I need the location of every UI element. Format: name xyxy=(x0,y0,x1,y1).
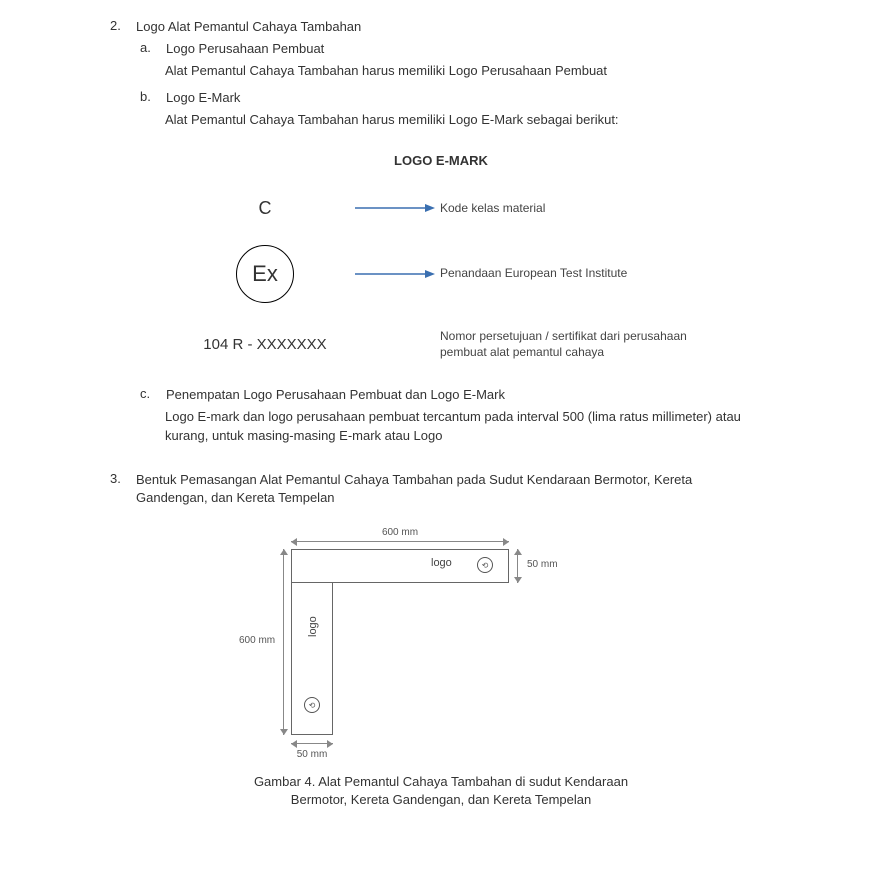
section-2a-body: Alat Pemantul Cahaya Tambahan harus memi… xyxy=(165,62,745,80)
section-2b-title: Logo E-Mark xyxy=(166,89,726,107)
logo-label-vertical: logo xyxy=(307,616,319,637)
section-2c-title: Penempatan Logo Perusahaan Pembuat dan L… xyxy=(166,386,726,404)
emark-row-2: Ex Penandaan European Test Institute xyxy=(180,245,852,303)
section-3-title: Bentuk Pemasangan Alat Pemantul Cahaya T… xyxy=(136,471,696,507)
dim-bot-label: 50 mm xyxy=(291,749,333,760)
dim-bot-line xyxy=(291,743,333,744)
section-2a-header: a. Logo Perusahaan Pembuat xyxy=(140,40,852,58)
figure-4-diagram: 600 mm logo ⟲ logo ⟲ 50 mm 600 mm 50 mm xyxy=(231,527,651,767)
section-3-number: 3. xyxy=(110,471,136,507)
emark-row-1: C Kode kelas material xyxy=(180,198,852,219)
emark-row1-desc: Kode kelas material xyxy=(440,201,700,217)
logo-label-horizontal: logo xyxy=(431,557,452,569)
emark-row2-symbol: Ex xyxy=(180,245,350,303)
section-2c-header: c. Penempatan Logo Perusahaan Pembuat da… xyxy=(140,386,852,404)
dim-top-line xyxy=(291,541,509,542)
figure-4-caption: Gambar 4. Alat Pemantul Cahaya Tambahan … xyxy=(30,773,852,809)
figure-4-caption-line2: Bermotor, Kereta Gandengan, dan Kereta T… xyxy=(291,792,591,807)
dim-left-line xyxy=(283,549,284,735)
section-2b-number: b. xyxy=(140,89,166,107)
emark-approval-code: 104 R - XXXXXXX xyxy=(203,336,326,353)
emark-row3-desc: Nomor persetujuan / sertifikat dari peru… xyxy=(440,329,700,360)
mark-circle-vertical: ⟲ xyxy=(304,697,320,713)
section-2-title: Logo Alat Pemantul Cahaya Tambahan xyxy=(136,18,696,36)
section-2a-number: a. xyxy=(140,40,166,58)
mark-circle-horizontal: ⟲ xyxy=(477,557,493,573)
section-2b-header: b. Logo E-Mark xyxy=(140,89,852,107)
dim-top-label: 600 mm xyxy=(291,527,509,538)
arrow-icon xyxy=(350,203,440,213)
emark-diagram: C Kode kelas material Ex Penandaan Europ… xyxy=(180,198,852,360)
emark-ex-text: Ex xyxy=(252,261,278,287)
section-2c-number: c. xyxy=(140,386,166,404)
emark-row3-symbol: 104 R - XXXXXXX xyxy=(180,336,350,353)
emark-row-3: 104 R - XXXXXXX Nomor persetujuan / sert… xyxy=(180,329,852,360)
section-2-header: 2. Logo Alat Pemantul Cahaya Tambahan xyxy=(110,18,852,36)
figure-4-caption-line1: Gambar 4. Alat Pemantul Cahaya Tambahan … xyxy=(254,774,628,789)
emark-ex-circle: Ex xyxy=(236,245,294,303)
section-3-header: 3. Bentuk Pemasangan Alat Pemantul Cahay… xyxy=(110,471,852,507)
emark-c-letter: C xyxy=(259,198,272,219)
section-2c-body: Logo E-mark dan logo perusahaan pembuat … xyxy=(165,408,745,444)
emark-row2-desc: Penandaan European Test Institute xyxy=(440,266,700,282)
section-2-number: 2. xyxy=(110,18,136,36)
dim-right-line xyxy=(517,549,518,583)
dim-right-label: 50 mm xyxy=(527,559,558,570)
emark-heading: LOGO E-MARK xyxy=(30,153,852,168)
section-2b-body: Alat Pemantul Cahaya Tambahan harus memi… xyxy=(165,111,745,129)
arrow-icon xyxy=(350,269,440,279)
dim-left-label: 600 mm xyxy=(239,635,275,646)
emark-row1-symbol: C xyxy=(180,198,350,219)
section-2a-title: Logo Perusahaan Pembuat xyxy=(166,40,726,58)
